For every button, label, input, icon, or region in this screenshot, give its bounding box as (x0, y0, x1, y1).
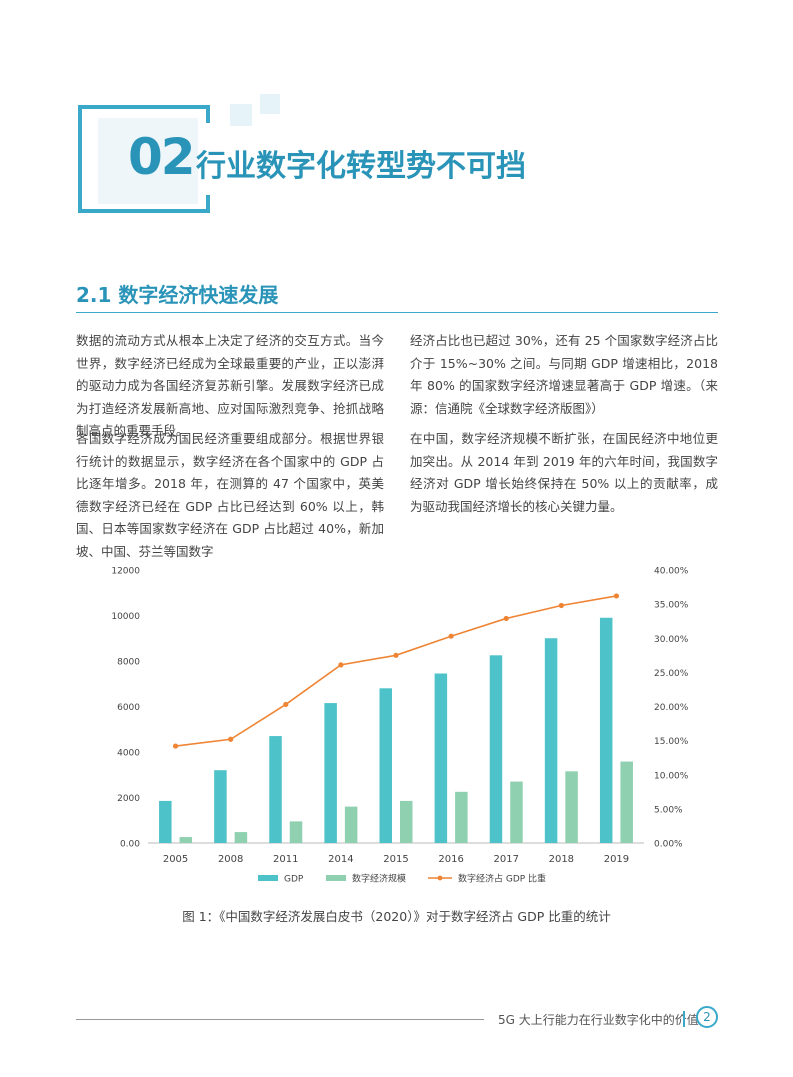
section-divider (76, 312, 718, 313)
bar-gdp (379, 688, 392, 843)
section-title: 2.1 数字经济快速发展 (76, 283, 279, 307)
x-tick-label: 2017 (493, 854, 518, 865)
bar-gdp (214, 770, 227, 843)
y-tick-label: 0.00 (120, 840, 140, 850)
bar-gdp (489, 655, 503, 843)
y2-tick-label: 20.00% (654, 703, 689, 713)
figure-caption: 图 1：《中国数字经济发展白皮书（2020）》对于数字经济占 GDP 比重的统计 (182, 909, 611, 924)
share-point (503, 615, 509, 622)
y-tick-label: 8000 (117, 658, 140, 668)
decor-square (260, 94, 280, 114)
y2-tick-label: 5.00% (654, 805, 683, 815)
x-tick-label: 2011 (273, 854, 298, 865)
bar-gdp (269, 736, 282, 843)
y-tick-label: 10000 (111, 612, 140, 622)
y-tick-label: 6000 (117, 703, 140, 713)
x-tick-label: 2005 (163, 854, 188, 865)
y-tick-label: 4000 (117, 749, 140, 759)
bar-gdp (159, 800, 172, 843)
gdp-digital-economy-chart: 0.00 2000 4000 6000 8000 10000 12000 0.00% 5.00%… (111, 567, 689, 885)
chapter-frame (78, 105, 210, 213)
bar-gdp (544, 638, 558, 843)
footer-separator (683, 1011, 685, 1027)
bar-digital-economy (455, 791, 468, 843)
chapter-title: 行业数字化转型势不可挡 (196, 149, 526, 184)
x-tick-label: 2015 (383, 854, 408, 865)
footer-rule (76, 1019, 484, 1020)
x-tick-label: 2018 (549, 854, 574, 865)
y-tick-label: 2000 (117, 794, 140, 804)
share-point (393, 652, 399, 658)
share-point (613, 593, 620, 599)
share-point (172, 743, 179, 749)
share-point (558, 602, 564, 609)
y2-tick-label: 30.00% (654, 635, 689, 645)
share-point (338, 662, 344, 668)
page-number: 2 (696, 1006, 718, 1028)
y2-tick-label: 25.00% (654, 669, 689, 679)
y2-tick-label: 0.00% (654, 840, 683, 850)
body-paragraph: 在中国，数字经济规模不断扩张，在国民经济中地位更加突出。从 2014 年到 20… (410, 431, 718, 514)
bar-digital-economy (565, 771, 578, 843)
legend-swatch-marker (437, 875, 443, 881)
share-point (228, 736, 234, 742)
body-paragraph: 数据的流动方式从根本上决定了经济的交互方式。当今世界，数字经济已经成为全球最重要… (76, 333, 384, 438)
x-tick-label: 2008 (218, 854, 243, 865)
bar-digital-economy (289, 821, 303, 843)
y2-tick-label: 40.00% (654, 567, 689, 577)
bar-digital-economy (400, 800, 413, 843)
body-paragraph: 各国数字经济成为国民经济重要组成部分。根据世界银行统计的数据显示，数字经济在各个… (76, 431, 384, 559)
x-tick-label: 2016 (438, 854, 463, 865)
chapter-frame-tail-top (206, 105, 210, 123)
body-paragraph: 经济占比也已超过 30%，还有 25 个国家数字经济占比介于 15%~30% 之… (410, 333, 718, 416)
legend-swatch (326, 875, 346, 881)
bar-digital-economy (344, 806, 358, 843)
x-tick-label: 2014 (328, 854, 353, 865)
legend-swatch (258, 875, 278, 881)
chapter-frame-tail (206, 195, 210, 213)
bar-gdp (599, 617, 613, 843)
share-point (448, 633, 454, 639)
legend-label: 数字经济占 GDP 比重 (458, 873, 546, 885)
footer-title: 5G 大上行能力在行业数字化中的价值 (498, 1013, 699, 1027)
bar-digital-economy (510, 781, 523, 843)
legend-label: 数字经济规模 (352, 873, 406, 885)
legend-label: GDP (284, 875, 304, 885)
bar-digital-economy (620, 761, 633, 843)
share-point (283, 701, 289, 708)
chapter-decor-fill (98, 118, 198, 204)
y-tick-label: 12000 (111, 567, 140, 577)
y2-tick-label: 35.00% (654, 601, 689, 611)
chapter-number: 02 (128, 128, 196, 186)
x-tick-label: 2019 (604, 854, 629, 865)
bar-digital-economy (234, 832, 248, 843)
bar-gdp (324, 703, 337, 843)
bar-gdp (434, 673, 448, 843)
bar-digital-economy (179, 837, 193, 843)
decor-square (230, 104, 252, 126)
y2-tick-label: 15.00% (654, 737, 689, 747)
y2-tick-label: 10.00% (654, 771, 689, 781)
